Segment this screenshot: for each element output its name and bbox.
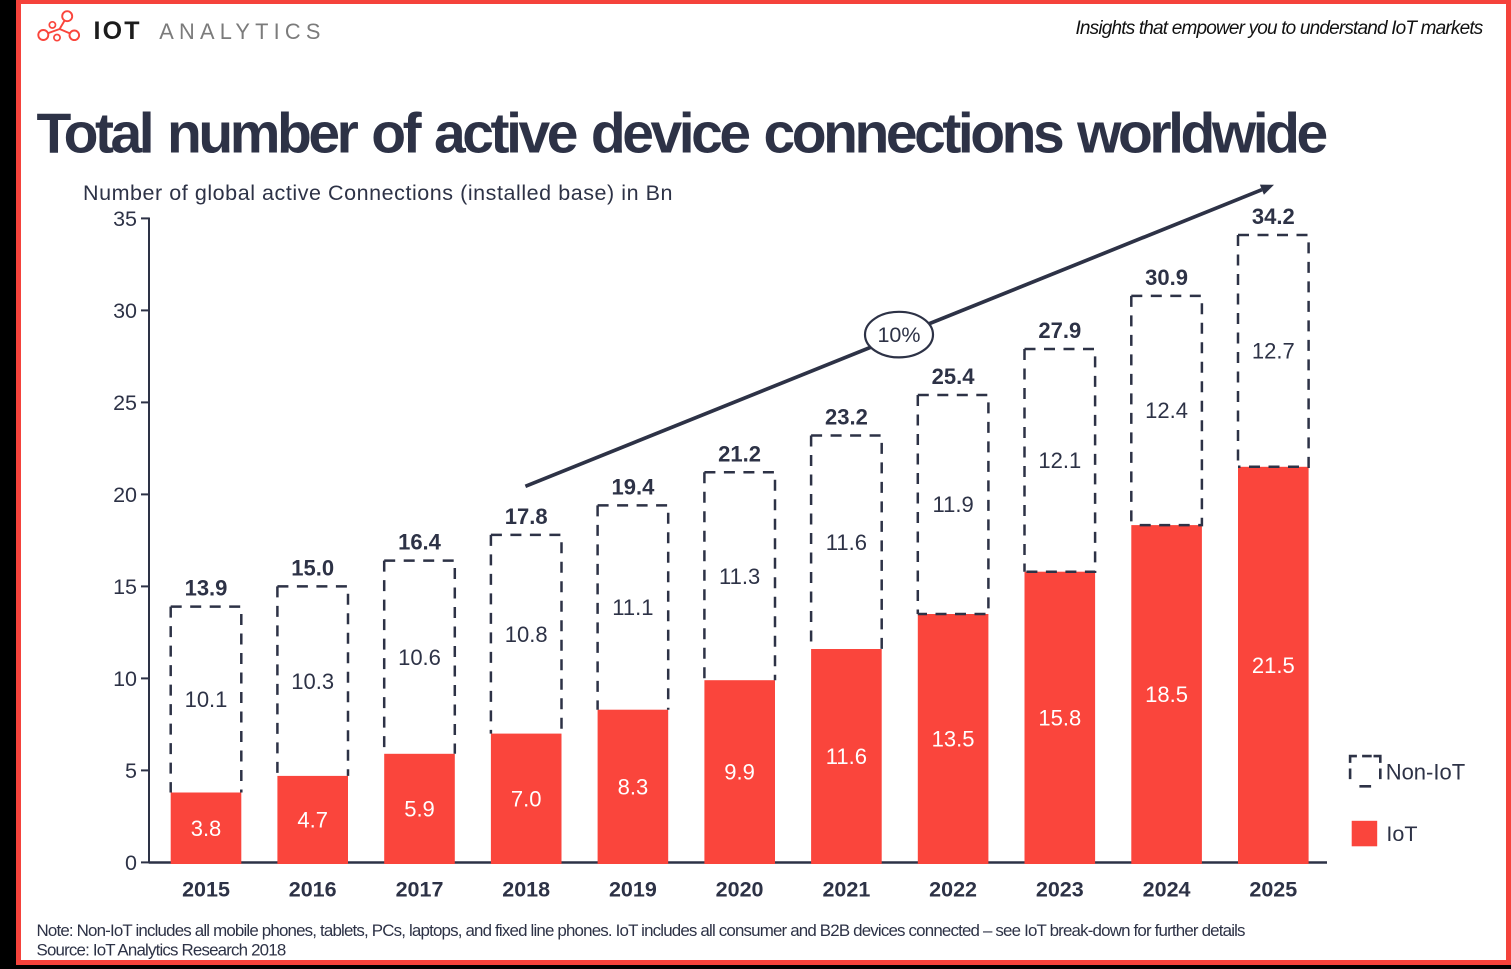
svg-text:2016: 2016: [289, 878, 337, 902]
svg-text:20: 20: [113, 483, 137, 507]
svg-text:0: 0: [125, 851, 137, 875]
svg-text:10.8: 10.8: [505, 622, 548, 647]
svg-text:9.9: 9.9: [724, 760, 755, 785]
svg-text:Insights that empower you to u: Insights that empower you to understand …: [1075, 18, 1483, 39]
svg-text:3.8: 3.8: [191, 816, 222, 841]
svg-text:2024: 2024: [1143, 878, 1191, 902]
svg-text:18.5: 18.5: [1145, 682, 1188, 707]
svg-text:10.3: 10.3: [291, 669, 334, 694]
svg-text:16.4: 16.4: [398, 530, 442, 555]
svg-text:2015: 2015: [182, 878, 230, 902]
svg-text:30: 30: [113, 299, 137, 323]
svg-text:34.2: 34.2: [1252, 204, 1295, 229]
svg-text:7.0: 7.0: [511, 786, 542, 811]
svg-text:10%: 10%: [877, 323, 920, 347]
svg-text:10.1: 10.1: [185, 687, 228, 712]
svg-text:5.9: 5.9: [404, 797, 435, 822]
svg-text:23.2: 23.2: [825, 405, 868, 430]
svg-text:2020: 2020: [716, 878, 764, 902]
svg-text:30.9: 30.9: [1145, 265, 1188, 290]
svg-text:4.7: 4.7: [297, 808, 328, 833]
svg-text:2023: 2023: [1036, 878, 1084, 902]
svg-text:13.5: 13.5: [932, 727, 975, 752]
svg-text:11.6: 11.6: [826, 744, 867, 769]
svg-text:Number of global active Connec: Number of global active Connections (ins…: [83, 181, 673, 205]
svg-text:27.9: 27.9: [1038, 318, 1081, 343]
svg-text:10: 10: [113, 667, 137, 691]
svg-text:IOT: IOT: [94, 17, 142, 45]
svg-text:11.6: 11.6: [826, 530, 867, 555]
svg-text:15.0: 15.0: [291, 555, 334, 580]
svg-text:12.4: 12.4: [1145, 398, 1188, 423]
svg-text:2022: 2022: [929, 878, 977, 902]
svg-text:17.8: 17.8: [505, 504, 548, 529]
svg-text:11.3: 11.3: [719, 564, 760, 589]
svg-text:2017: 2017: [396, 878, 444, 902]
svg-text:ANALYTICS: ANALYTICS: [159, 19, 325, 44]
svg-text:13.9: 13.9: [185, 576, 228, 601]
svg-text:2021: 2021: [822, 878, 870, 902]
svg-text:2025: 2025: [1249, 878, 1297, 902]
svg-text:25: 25: [113, 391, 137, 415]
svg-text:21.2: 21.2: [718, 441, 761, 466]
svg-text:Source: IoT Analytics Research: Source: IoT Analytics Research 2018: [37, 940, 286, 959]
svg-text:25.4: 25.4: [932, 364, 976, 389]
svg-text:5: 5: [125, 759, 137, 783]
svg-text:21.5: 21.5: [1252, 653, 1295, 678]
svg-text:15: 15: [113, 575, 137, 599]
svg-text:12.7: 12.7: [1252, 339, 1295, 364]
svg-text:10.6: 10.6: [398, 645, 441, 670]
svg-text:35: 35: [113, 207, 137, 231]
svg-text:19.4: 19.4: [611, 474, 655, 499]
svg-text:IoT: IoT: [1386, 822, 1417, 846]
svg-text:15.8: 15.8: [1038, 705, 1081, 730]
svg-text:11.9: 11.9: [933, 492, 974, 517]
svg-text:Note: Non-IoT includes all mob: Note: Non-IoT includes all mobile phones…: [37, 921, 1246, 940]
svg-text:12.1: 12.1: [1038, 448, 1081, 473]
svg-text:11.1: 11.1: [612, 595, 653, 620]
svg-text:2018: 2018: [502, 878, 550, 902]
svg-text:2019: 2019: [609, 878, 657, 902]
svg-text:Total number of active device: Total number of active device connection…: [37, 102, 1327, 166]
svg-text:Non-IoT: Non-IoT: [1386, 760, 1465, 785]
svg-text:8.3: 8.3: [618, 774, 649, 799]
